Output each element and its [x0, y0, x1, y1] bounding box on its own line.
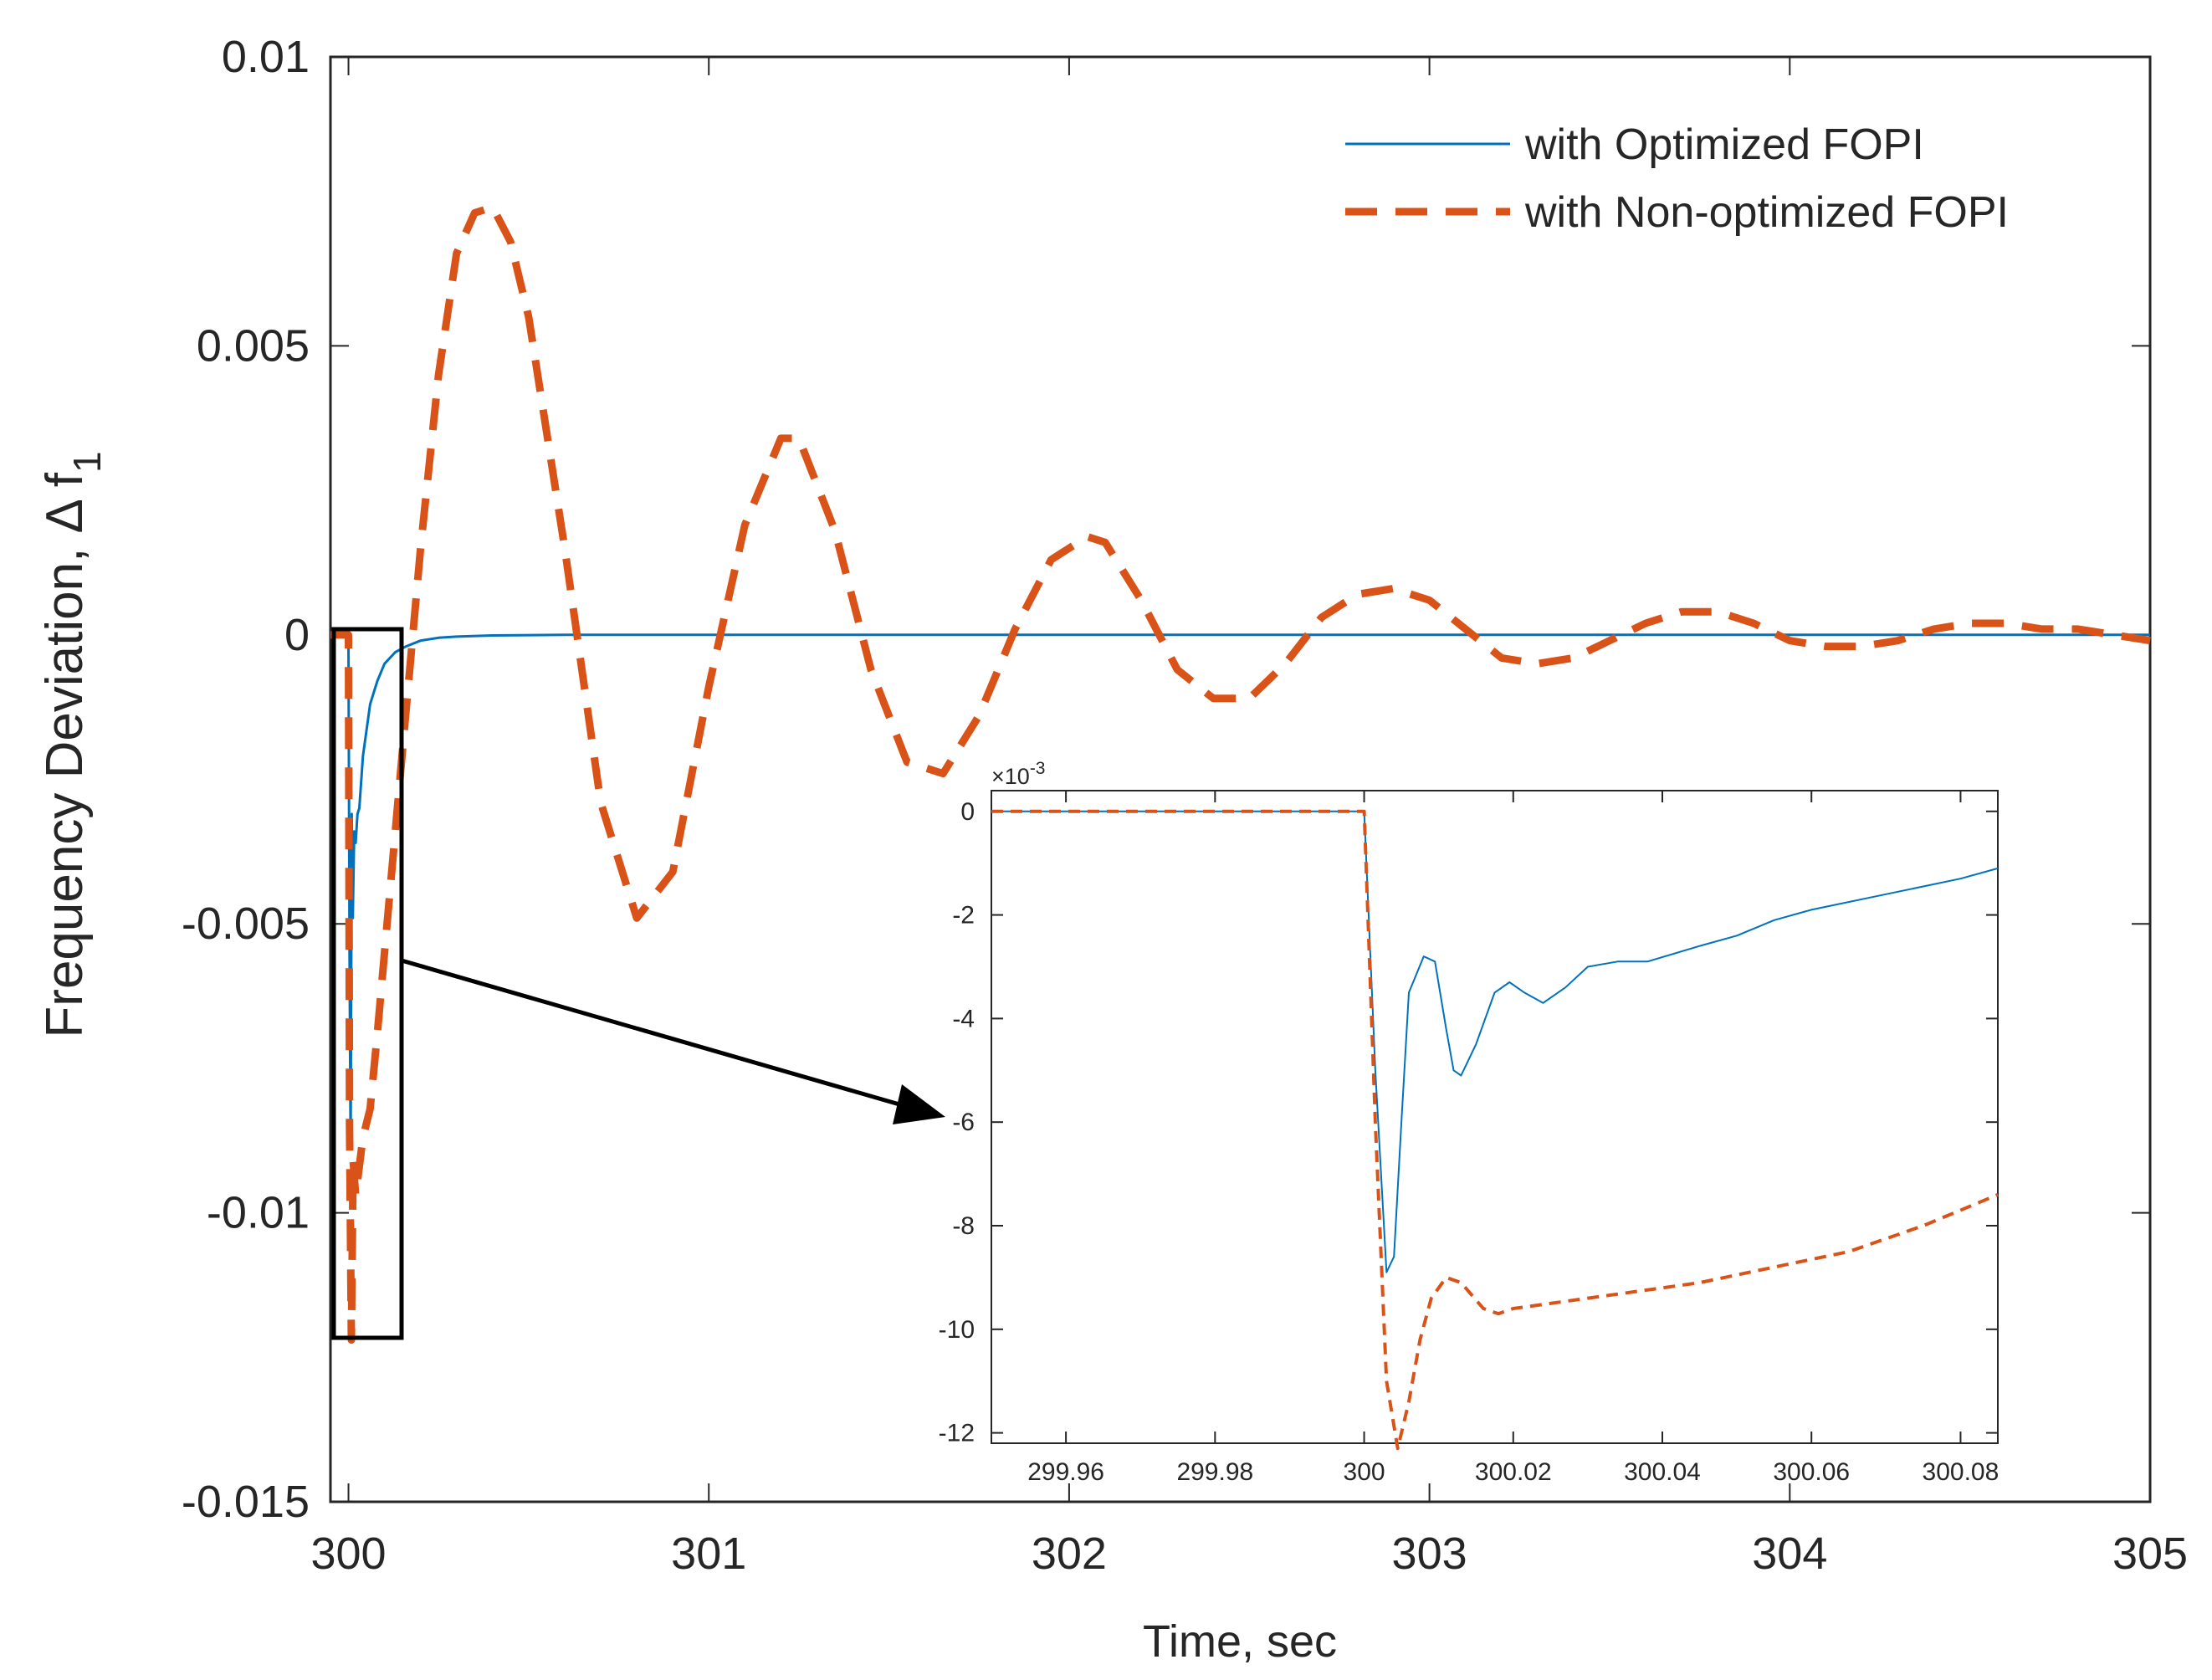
inset-y-tick-label: -8 [952, 1212, 975, 1240]
main-series-line-non-optimized [330, 203, 2151, 1345]
main-series [330, 203, 2151, 1345]
main-y-tick-label: -0.015 [182, 1477, 310, 1527]
main-x-tick-label: 302 [1032, 1529, 1107, 1579]
main-x-tick-label: 305 [2112, 1529, 2188, 1579]
zoom-arrow-line [401, 958, 900, 1107]
inset-y-tick-label: -6 [952, 1109, 975, 1136]
inset-y-tick-label: -12 [939, 1420, 975, 1447]
main-x-tick-label: 304 [1752, 1529, 1827, 1579]
main-x-tick-label: 300 [310, 1529, 386, 1579]
inset-x-tick-label: 300.02 [1475, 1458, 1552, 1486]
inset-x-tick-label: 300.04 [1624, 1458, 1701, 1486]
y-axis-title-text: Frequency Deviation, Δ f [36, 472, 94, 1037]
x-axis-title: Time, sec [1143, 1616, 1337, 1667]
main-y-tick-label: -0.01 [207, 1188, 310, 1238]
inset-y-tick-label: -10 [939, 1316, 975, 1344]
inset-x-tick-label: 299.98 [1176, 1458, 1253, 1486]
inset-exponent-label: ×10-3 [991, 759, 1046, 789]
main-x-tick-label: 301 [671, 1529, 746, 1579]
main-y-tick-label: 0.005 [197, 320, 310, 371]
main-y-tick-label: -0.005 [182, 899, 310, 949]
inset-plot-area [991, 790, 1999, 1444]
legend-label-optimized: with Optimized FOPI [1524, 120, 1924, 169]
inset-axes: 299.96 299.98 300 300.02 300.04 300.06 300.08 0… [939, 759, 2000, 1486]
inset-x-tick-label: 300.06 [1773, 1458, 1850, 1486]
main-y-tick-label: 0.01 [222, 32, 310, 82]
legend: with Optimized FOPI with Non-optimized F… [1345, 120, 2009, 237]
inset-x-tick-label: 300 [1344, 1458, 1385, 1486]
inset-series-line-optimized [991, 810, 1999, 1273]
inset-x-tick-label: 300.08 [1923, 1458, 2000, 1486]
inset-series [991, 809, 1999, 1451]
inset-ticks: 299.96 299.98 300 300.02 300.04 300.06 300.08 0… [939, 791, 2000, 1486]
inset-y-tick-label: -4 [952, 1005, 975, 1032]
y-axis-title-subscript: 1 [65, 451, 109, 473]
main-ticks: 300 301 302 303 304 305 -0.015 -0.01 -0.005 0 0.00… [182, 32, 2188, 1579]
zoom-arrow [401, 958, 945, 1124]
inset-series-line-non-optimized [991, 809, 1999, 1451]
inset-y-tick-label: -2 [952, 902, 975, 930]
y-axis-title: Frequency Deviation, Δ f1 [36, 451, 109, 1037]
zoom-arrow-head [893, 1084, 945, 1124]
main-x-tick-label: 303 [1392, 1529, 1467, 1579]
legend-label-non-optimized: with Non-optimized FOPI [1524, 188, 2009, 237]
inset-x-tick-label: 299.96 [1027, 1458, 1104, 1486]
inset-exponent-base: ×10 [991, 764, 1030, 789]
zoom-region-box [331, 627, 404, 1340]
inset-exponent-power: -3 [1030, 759, 1046, 778]
main-y-tick-label: 0 [284, 610, 310, 660]
inset-y-tick-label: 0 [960, 798, 975, 826]
